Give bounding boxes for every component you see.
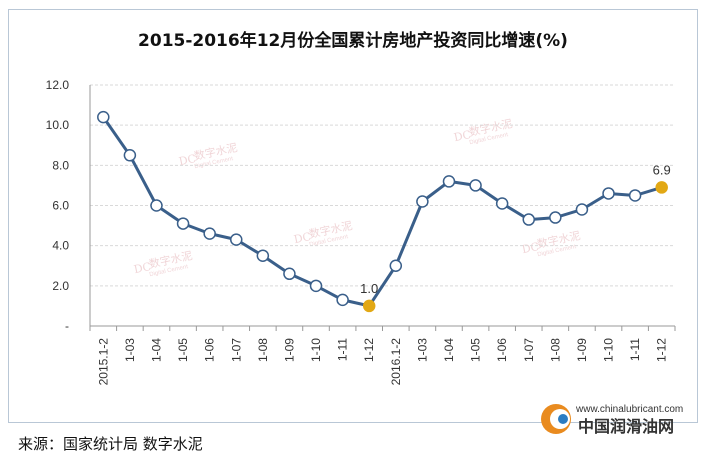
chart-frame xyxy=(8,9,698,423)
data-point xyxy=(309,279,323,293)
chart-title: 2015-2016年12月份全国累计房地产投资同比增速(%) xyxy=(138,30,568,51)
x-tick-label: 1-08 xyxy=(256,338,270,362)
x-tick-label: 1-12 xyxy=(655,338,669,362)
data-point xyxy=(362,299,376,313)
watermark-mark: DC xyxy=(133,260,153,276)
x-tick-label: 1-06 xyxy=(203,338,217,362)
watermark-mark: DC xyxy=(521,240,541,256)
data-point xyxy=(230,233,243,246)
x-tick-label: 1-04 xyxy=(149,338,163,362)
data-point xyxy=(389,259,403,272)
data-point xyxy=(150,199,163,212)
watermark-mark: DC xyxy=(293,230,313,246)
data-point xyxy=(442,175,456,188)
data-point xyxy=(123,149,137,162)
y-tick-label: 6.0 xyxy=(52,199,69,213)
y-tick-label: 12.0 xyxy=(46,78,70,92)
logo: www.chinalubricant.com 中国润滑油网 xyxy=(541,404,683,436)
data-point xyxy=(176,217,190,230)
watermark-mark: DC xyxy=(453,128,473,144)
x-tick-label: 1-09 xyxy=(575,338,589,362)
watermark-mark: DC xyxy=(178,152,198,168)
data-label: 1.0 xyxy=(360,281,378,296)
y-tick-label: 2.0 xyxy=(52,279,69,293)
y-axis-ticks: - 2.0 4.0 6.0 8.0 10.0 12.0 xyxy=(46,78,70,333)
x-tick-label: 2015.1-2 xyxy=(96,338,110,386)
data-point xyxy=(655,181,668,194)
data-point xyxy=(416,195,429,208)
x-tick-label: 1-12 xyxy=(362,338,376,362)
x-tick-label: 1-10 xyxy=(602,338,616,362)
data-point xyxy=(575,203,589,216)
series-line xyxy=(102,116,663,308)
x-tick-label: 1-05 xyxy=(176,338,190,362)
data-point xyxy=(495,197,509,210)
y-tick-label: - xyxy=(65,319,69,333)
x-tick-label: 1-11 xyxy=(628,338,642,361)
y-tick-label: 8.0 xyxy=(52,158,69,172)
x-tick-label: 1-08 xyxy=(548,338,562,362)
logo-url: www.chinalubricant.com xyxy=(575,404,683,415)
data-point xyxy=(256,249,270,262)
x-tick-label: 1-07 xyxy=(522,338,536,362)
source-label: 来源：国家统计局 数字水泥 xyxy=(18,435,203,453)
data-points xyxy=(97,110,668,313)
x-tick-label: 1-10 xyxy=(309,338,323,362)
data-point xyxy=(203,227,216,240)
x-tick-label: 2016.1-2 xyxy=(389,338,403,386)
x-tick-label: 1-06 xyxy=(495,338,509,362)
data-point xyxy=(628,189,642,202)
x-tick-label: 1-11 xyxy=(336,338,350,361)
data-point xyxy=(549,211,562,224)
data-point xyxy=(602,187,615,200)
data-point xyxy=(469,179,482,192)
x-tick-label: 1-05 xyxy=(469,338,483,362)
x-tick-label: 1-09 xyxy=(282,338,296,362)
data-point xyxy=(283,267,296,281)
x-tick-label: 1-03 xyxy=(123,338,137,362)
x-tick-label: 1-07 xyxy=(229,338,243,362)
y-tick-label: 10.0 xyxy=(46,118,70,132)
logo-name: 中国润滑油网 xyxy=(578,417,674,436)
data-point xyxy=(522,213,535,226)
data-label: 6.9 xyxy=(653,162,671,177)
data-point xyxy=(336,293,349,307)
data-labels: 1.0 6.9 xyxy=(360,162,671,295)
x-tick-label: 1-03 xyxy=(415,338,429,362)
y-tick-label: 4.0 xyxy=(52,239,69,253)
x-tick-label: 1-04 xyxy=(442,338,456,362)
data-point xyxy=(97,110,110,124)
logo-icon xyxy=(541,404,571,434)
x-axis-ticks: 2015.1-2 1-03 1-04 1-05 1-06 1-07 1-08 1-09 1-10… xyxy=(96,338,668,386)
